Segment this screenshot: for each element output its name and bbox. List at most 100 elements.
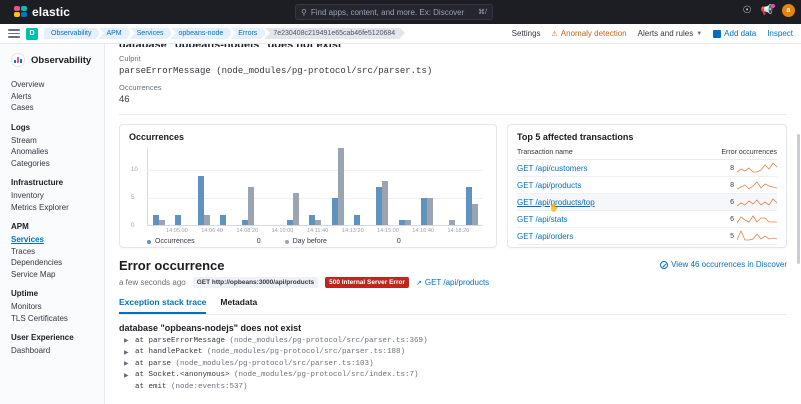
bar-group[interactable]: [237, 148, 259, 226]
occurrences-value: 46: [119, 94, 130, 105]
brand-name: elastic: [32, 5, 71, 19]
anomaly-detection-button[interactable]: ⚠ Anomaly detection: [552, 29, 627, 38]
breadcrumb-item-apm[interactable]: APM: [99, 28, 132, 39]
legend-item-day-before[interactable]: Day before: [284, 238, 327, 245]
settings-link[interactable]: Settings: [511, 29, 541, 38]
transaction-name-link[interactable]: GET /api/customers: [517, 163, 588, 173]
gridline: [147, 170, 483, 172]
bar-group[interactable]: [394, 148, 416, 226]
table-row[interactable]: GET /api/customers 8: [517, 160, 777, 177]
table-row[interactable]: GET /api/products 8: [517, 177, 777, 194]
sidebar-item-inventory[interactable]: Inventory: [11, 191, 44, 200]
bar-occurrences: [398, 220, 405, 226]
bar-occurrences: [197, 175, 204, 226]
chevron-right-icon[interactable]: ▶: [124, 338, 129, 344]
bar-day-before: [159, 220, 166, 226]
breadcrumb-item-error-id: 7e230408c219491e65cab46fe5120684: [265, 28, 405, 39]
sidebar-item-monitors[interactable]: Monitors: [11, 302, 42, 311]
stack-frame[interactable]: at emit (node:events:537): [119, 383, 787, 391]
bar-group[interactable]: [170, 148, 192, 226]
occurrences-chart[interactable]: 0 5 10: [131, 148, 483, 229]
bar-group[interactable]: [260, 148, 282, 226]
bar-group[interactable]: [304, 148, 326, 226]
sidebar-item-alerts[interactable]: Alerts: [11, 91, 32, 101]
chevron-right-icon[interactable]: ▶: [124, 349, 129, 356]
avatar[interactable]: a: [782, 4, 795, 17]
sidebar-item-cases[interactable]: Cases: [11, 103, 34, 112]
error-detail-tabs: Exception stack trace Metadata: [119, 297, 787, 315]
bar-group[interactable]: [438, 148, 460, 226]
global-search-input[interactable]: ⚲ Find apps, content, and more. Ex: Disc…: [295, 4, 493, 20]
sidebar-heading-uptime: Uptime: [11, 289, 39, 298]
breadcrumb-bar: D Observability APM Services opbeans-nod…: [0, 24, 801, 44]
add-data-button[interactable]: Add data: [713, 29, 756, 38]
sparkline-chart: [737, 198, 777, 207]
transaction-name-link[interactable]: GET /api/products: [517, 180, 582, 190]
bar-group[interactable]: [416, 148, 438, 226]
help-icon[interactable]: ☉: [742, 4, 752, 16]
hamburger-icon[interactable]: [8, 29, 20, 38]
sidebar-item-services[interactable]: Services: [11, 235, 44, 244]
tab-metadata[interactable]: Metadata: [220, 297, 258, 307]
page-scrollbar[interactable]: [796, 44, 801, 404]
bar-group[interactable]: [282, 148, 304, 226]
bar-group[interactable]: [193, 148, 215, 226]
transaction-link[interactable]: ↗ GET /api/products: [416, 278, 489, 287]
tab-exception-stack-trace[interactable]: Exception stack trace: [119, 297, 207, 314]
bar-group[interactable]: [349, 148, 371, 226]
stack-frame[interactable]: ▶ at parseErrorMessage (node_modules/pg-p…: [119, 337, 787, 345]
sidebar-item-overview[interactable]: Overview: [11, 80, 45, 89]
stack-frame[interactable]: ▶ at handlePacket (node_modules/pg-protoc…: [119, 348, 787, 356]
table-row[interactable]: GET /api/orders 5: [517, 228, 777, 245]
legend-swatch-day-before: [284, 239, 289, 244]
status-badge: 500 Internal Server Error: [325, 277, 409, 288]
stack-frame[interactable]: ▶ at Socket.<anonymous> (node_modules/pg-…: [119, 371, 787, 379]
bar-day-before: [315, 220, 322, 226]
bar-group[interactable]: [461, 148, 483, 226]
news-icon[interactable]: 📢: [760, 3, 775, 16]
bar-group[interactable]: [327, 148, 349, 226]
breadcrumb-item-errors[interactable]: Errors: [231, 28, 268, 39]
sidebar-item-anomalies[interactable]: Anomalies: [11, 147, 49, 156]
sidebar-group-apm: APM Services Traces Dependencies Service…: [11, 222, 104, 280]
sidebar-item-categories[interactable]: Categories: [11, 158, 50, 168]
page-title: database "opbeans-nodejs" does not exist: [119, 44, 787, 47]
view-in-discover-link[interactable]: View 46 occurrences in Discover: [660, 260, 787, 269]
bar-group[interactable]: [371, 148, 393, 226]
x-axis-ticks: 14:05:00 14:06:40 14:08:20 14:10:00 14:11:40…: [147, 226, 483, 236]
warning-triangle-icon: ⚠: [551, 30, 558, 38]
bar-occurrences: [242, 220, 249, 226]
legend-item-occurrences[interactable]: Occurrences: [147, 238, 195, 245]
sidebar-item-dependencies[interactable]: Dependencies: [11, 258, 63, 267]
bar-chart-icon: [11, 53, 25, 67]
sidebar-item-dashboard[interactable]: Dashboard: [11, 346, 51, 355]
chevron-right-icon[interactable]: ▶: [124, 361, 129, 367]
breadcrumb-item-services[interactable]: Services: [129, 28, 174, 39]
alerts-and-rules-dropdown[interactable]: Alerts and rules ▼: [638, 29, 703, 38]
sidebar-item-stream[interactable]: Stream: [11, 135, 37, 145]
sidebar-item-tls-certificates[interactable]: TLS Certificates: [11, 313, 68, 323]
transaction-name-link[interactable]: GET /api/stats: [517, 214, 568, 224]
sidebar-item-metrics-explorer[interactable]: Metrics Explorer: [11, 202, 69, 212]
chevron-right-icon[interactable]: ▶: [124, 372, 129, 379]
alerts-and-rules-label: Alerts and rules: [637, 29, 694, 38]
breadcrumb-item-observability[interactable]: Observability: [44, 28, 102, 39]
bar-group[interactable]: [148, 148, 170, 226]
error-occurrences-cell: 5: [730, 230, 777, 242]
transaction-name-link[interactable]: GET /api/orders: [517, 231, 574, 241]
error-count: 5: [730, 232, 734, 240]
table-row[interactable]: GET /api/products/top 6 ✋: [517, 194, 777, 212]
transaction-name-link[interactable]: GET /api/products/top: [517, 197, 595, 207]
bar-group[interactable]: [215, 148, 237, 226]
elastic-logo[interactable]: elastic: [14, 5, 70, 19]
sidebar-item-service-map[interactable]: Service Map: [11, 269, 56, 279]
elastic-mark-icon: [14, 5, 27, 19]
breadcrumb-item-opbeans-node[interactable]: opbeans-node: [171, 28, 233, 39]
inspect-button[interactable]: Inspect: [767, 29, 793, 38]
space-badge[interactable]: D: [26, 27, 38, 40]
stack-frame[interactable]: ▶ at parse (node_modules/pg-protocol/src/…: [119, 360, 787, 368]
scrollbar-thumb[interactable]: [797, 134, 800, 264]
table-row[interactable]: GET /api/stats 6: [517, 211, 777, 228]
sidebar-item-traces[interactable]: Traces: [11, 246, 36, 256]
